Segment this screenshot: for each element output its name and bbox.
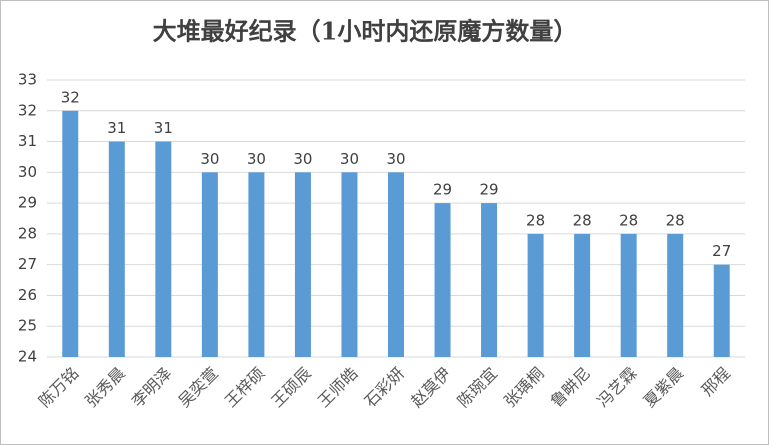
bar <box>341 172 358 357</box>
data-label: 28 <box>619 211 638 229</box>
data-label: 30 <box>247 150 266 168</box>
bar <box>620 233 637 357</box>
data-label: 29 <box>480 181 499 199</box>
data-label: 29 <box>433 181 452 199</box>
y-tick-label: 29 <box>18 194 37 212</box>
bar <box>108 141 125 357</box>
bar <box>62 110 79 358</box>
bar <box>527 233 544 357</box>
bar <box>294 172 311 357</box>
y-tick-label: 27 <box>18 255 37 273</box>
bar <box>574 233 591 357</box>
data-label: 27 <box>712 242 731 260</box>
data-label: 31 <box>154 119 173 137</box>
bar <box>248 172 265 357</box>
y-tick-label: 25 <box>18 317 37 335</box>
bar <box>481 203 498 357</box>
data-label: 28 <box>573 211 592 229</box>
bar <box>667 233 684 357</box>
bar <box>155 141 172 357</box>
data-label: 30 <box>200 150 219 168</box>
data-label: 30 <box>293 150 312 168</box>
chart-title: 大堆最好纪录（1小时内还原魔方数量） <box>153 17 578 46</box>
data-label: 30 <box>340 150 359 168</box>
bar <box>713 264 730 357</box>
y-tick-label: 32 <box>18 101 37 119</box>
y-tick-label: 33 <box>18 71 37 89</box>
bar <box>388 172 404 357</box>
data-label: 28 <box>526 211 545 229</box>
data-label: 30 <box>386 150 405 168</box>
y-tick-label: 24 <box>18 348 37 366</box>
y-tick-label: 28 <box>18 224 37 242</box>
data-label: 32 <box>61 88 80 106</box>
y-tick-label: 31 <box>18 132 37 150</box>
data-label: 31 <box>107 119 126 137</box>
bar <box>434 203 451 357</box>
y-tick-label: 30 <box>18 163 37 181</box>
y-tick-label: 26 <box>18 286 37 304</box>
data-label: 28 <box>666 211 685 229</box>
bar <box>201 172 218 357</box>
